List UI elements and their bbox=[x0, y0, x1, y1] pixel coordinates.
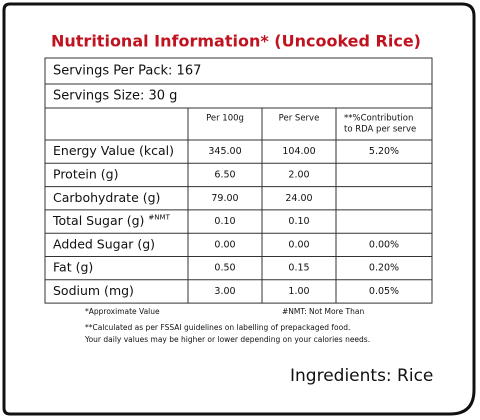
ingredients: Ingredients: Rice bbox=[290, 366, 433, 386]
nutrient-value: 3.00 bbox=[214, 286, 235, 297]
footnote: *Approximate Value bbox=[85, 307, 160, 316]
nutrient-value: 24.00 bbox=[285, 193, 312, 204]
nutrient-note: #NMT bbox=[148, 214, 170, 222]
nutrient-value: 0.10 bbox=[288, 216, 309, 227]
footnote: **Calculated as per FSSAI guidelines on … bbox=[85, 323, 350, 332]
servings-size: Servings Size: 30 g bbox=[53, 89, 177, 104]
nutrient-name: Protein (g) bbox=[53, 166, 118, 181]
column-header: **%Contribution bbox=[344, 114, 413, 124]
column-header: Per 100g bbox=[206, 114, 244, 124]
nutrient-value: 0.20% bbox=[369, 263, 399, 274]
title: Nutritional Information* (Uncooked Rice) bbox=[51, 32, 421, 51]
nutrient-value: 79.00 bbox=[211, 193, 238, 204]
card-border bbox=[2, 2, 476, 416]
nutrient-value: 0.00% bbox=[369, 239, 399, 250]
nutrient-name: Carbohydrate (g) bbox=[53, 190, 160, 205]
nutrient-value: 345.00 bbox=[208, 146, 241, 157]
nutrient-name: Fat (g) bbox=[53, 260, 93, 275]
column-header: to RDA per serve bbox=[344, 125, 416, 135]
nutrient-value: 5.20% bbox=[369, 146, 399, 157]
nutrient-value: 6.50 bbox=[214, 169, 235, 180]
footnote: Your daily values may be higher or lower… bbox=[84, 335, 370, 344]
nutrient-value: 0.05% bbox=[369, 286, 399, 297]
servings-per-pack: Servings Per Pack: 167 bbox=[53, 64, 201, 79]
nutrient-name: Sodium (mg) bbox=[53, 283, 134, 298]
nutrient-value: 0.00 bbox=[214, 239, 235, 250]
nutrient-name: Added Sugar (g) bbox=[53, 236, 155, 251]
nutrient-value: 0.50 bbox=[214, 263, 235, 274]
nutrient-value: 0.00 bbox=[288, 239, 309, 250]
nutrient-name: Total Sugar (g) bbox=[52, 213, 144, 228]
nutrient-value: 0.10 bbox=[214, 216, 235, 227]
nutrient-value: 2.00 bbox=[288, 169, 309, 180]
nutrient-value: 1.00 bbox=[288, 286, 309, 297]
table-border bbox=[44, 57, 433, 304]
footnote: #NMT: Not More Than bbox=[282, 307, 364, 316]
nutrient-value: 0.15 bbox=[288, 263, 309, 274]
nutrient-name: Energy Value (kcal) bbox=[53, 143, 174, 158]
nutrient-value: 104.00 bbox=[282, 146, 315, 157]
column-header: Per Serve bbox=[279, 114, 320, 124]
